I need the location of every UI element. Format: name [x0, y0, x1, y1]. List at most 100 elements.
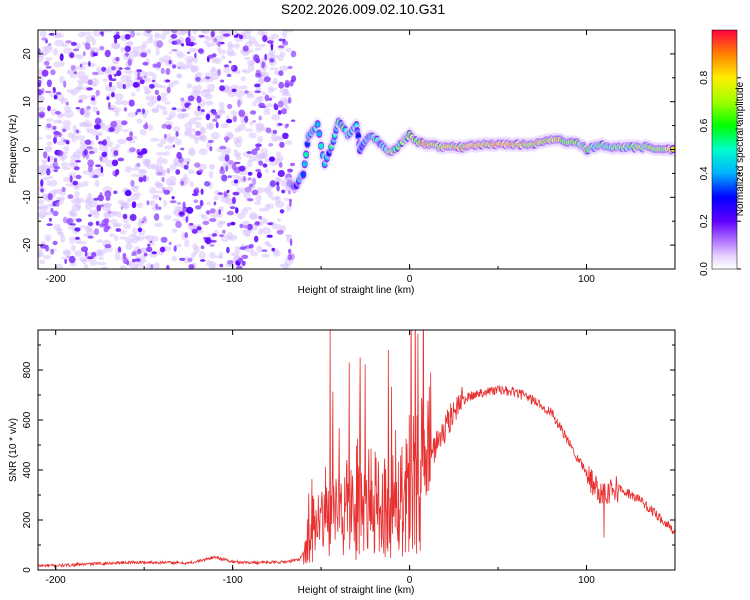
noise-haze: [200, 89, 211, 98]
noise-blob: [218, 209, 221, 215]
noise-blob: [288, 248, 292, 254]
noise-haze: [110, 42, 121, 49]
noise-blob: [168, 241, 172, 246]
noise-haze: [115, 211, 122, 218]
noise-haze: [185, 60, 193, 69]
noise-haze: [269, 87, 277, 91]
noise-haze: [45, 146, 53, 153]
noise-blob: [253, 54, 260, 62]
noise-blob: [115, 56, 120, 62]
noise-haze: [45, 57, 53, 61]
noise-haze: [270, 54, 280, 59]
noise-haze: [269, 67, 279, 71]
noise-blob: [213, 37, 218, 43]
noise-blob: [215, 114, 221, 119]
noise-haze: [60, 155, 66, 162]
noise-blob: [184, 103, 190, 108]
noise-blob: [184, 232, 188, 239]
noise-haze: [60, 162, 69, 168]
noise-blob: [235, 207, 239, 214]
noise-blob: [127, 58, 132, 66]
noise-haze: [218, 110, 226, 114]
noise-haze: [63, 47, 73, 54]
noise-blob: [215, 121, 219, 129]
noise-blob: [231, 163, 237, 171]
noise-haze: [115, 144, 121, 148]
noise-blob: [170, 34, 178, 39]
noise-haze: [199, 229, 204, 234]
noise-blob: [191, 228, 198, 234]
noise-haze: [69, 236, 76, 245]
noise-blob: [186, 161, 190, 166]
noise-blob: [153, 213, 160, 221]
noise-blob: [62, 216, 68, 224]
noise-blob: [267, 222, 274, 226]
noise-blob: [247, 223, 253, 231]
noise-blob: [278, 70, 284, 76]
noise-blob: [246, 151, 253, 154]
noise-haze: [135, 32, 142, 36]
noise-blob: [268, 143, 274, 147]
noise-haze: [82, 180, 89, 187]
noise-blob: [185, 216, 189, 223]
noise-blob: [285, 123, 290, 127]
noise-haze: [38, 106, 46, 112]
noise-blob: [110, 120, 118, 128]
noise-blob: [87, 214, 92, 217]
noise-haze: [70, 244, 76, 252]
snr-xlabel: Height of straight line (km): [298, 585, 415, 596]
noise-blob: [278, 38, 284, 42]
noise-blob: [273, 103, 278, 110]
noise-haze: [246, 60, 256, 66]
noise-haze: [84, 199, 91, 204]
noise-blob: [52, 210, 59, 217]
noise-blob: [86, 105, 91, 110]
noise-haze: [158, 85, 167, 89]
noise-haze: [285, 234, 293, 238]
noise-blob: [46, 123, 52, 129]
noise-haze: [276, 155, 284, 162]
noise-haze: [62, 151, 68, 155]
noise-blob: [226, 260, 234, 265]
noise-haze: [160, 138, 167, 145]
noise-blob: [136, 69, 143, 73]
noise-blob: [176, 151, 182, 160]
noise-blob: [108, 74, 113, 81]
noise-blob: [137, 151, 144, 156]
noise-blob: [290, 50, 297, 58]
noise-haze: [188, 128, 197, 133]
noise-blob: [249, 110, 257, 115]
noise-haze: [42, 176, 50, 181]
noise-blob: [122, 252, 127, 260]
snr-y-tick-label: 200: [22, 511, 33, 528]
noise-haze: [275, 151, 282, 157]
noise-blob: [247, 177, 252, 181]
noise-blob: [66, 217, 74, 225]
noise-haze: [221, 55, 226, 60]
noise-haze: [160, 33, 167, 40]
noise-haze: [73, 186, 80, 191]
noise-haze: [181, 176, 190, 184]
noise-blob: [38, 88, 43, 96]
noise-haze: [256, 187, 265, 194]
noise-blob: [271, 247, 276, 252]
noise-blob: [67, 194, 74, 199]
noise-haze: [53, 47, 58, 56]
noise-haze: [230, 110, 238, 116]
noise-haze: [163, 199, 168, 207]
noise-blob: [165, 79, 171, 83]
noise-haze: [54, 189, 64, 194]
noise-haze: [69, 74, 77, 79]
noise-blob: [103, 226, 109, 233]
noise-blob: [263, 76, 271, 83]
noise-blob: [254, 90, 261, 94]
noise-haze: [56, 196, 66, 201]
noise-haze: [126, 198, 133, 203]
noise-blob: [97, 140, 104, 145]
noise-haze: [173, 126, 181, 132]
noise-haze: [61, 256, 67, 260]
noise-blob: [157, 95, 161, 102]
noise-haze: [121, 100, 128, 106]
noise-blob: [232, 196, 236, 205]
noise-blob: [161, 124, 168, 129]
